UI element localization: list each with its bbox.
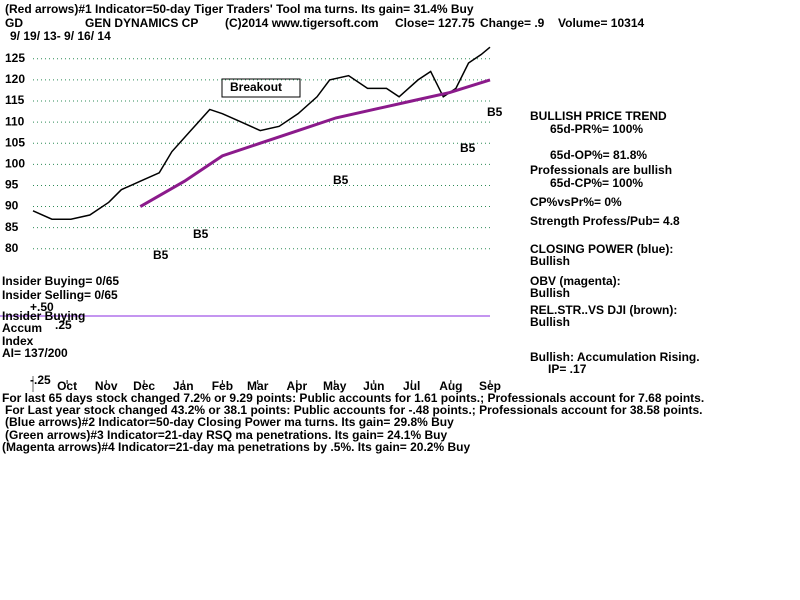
x-tick-label: Feb [212, 379, 233, 393]
x-tick-label: Oct [57, 379, 77, 393]
x-tick-label: Jun [363, 379, 384, 393]
annotation: BULLISH PRICE TREND [530, 109, 667, 123]
annotation: REL.STR..VS DJI (brown): [530, 303, 677, 317]
annotation: OBV (magenta): [530, 274, 621, 288]
annotation: Index [2, 334, 34, 348]
y-tick-label: 105 [5, 135, 25, 149]
x-tick-label: Sep [479, 379, 501, 393]
price-line [139, 78, 491, 208]
annotation: CP%vsPr%= 0% [530, 195, 622, 209]
annotation: (Green arrows)#3 Indicator=21-day RSQ ma… [5, 428, 447, 442]
annotation: Bullish: Accumulation Rising. [530, 350, 700, 364]
y-tick-label: 120 [5, 72, 25, 86]
annotation: B5 [333, 173, 349, 187]
annotation: .25 [55, 318, 72, 332]
y-tick-label: 100 [5, 157, 25, 171]
y-tick-label: 110 [5, 114, 25, 128]
annotation: Insider Selling= 0/65 [2, 288, 118, 302]
y-tick-label: 90 [5, 199, 19, 213]
annotation: Volume= 10314 [558, 16, 644, 30]
annotation: Breakout [230, 80, 282, 94]
annotation: IP= .17 [548, 362, 587, 376]
annotation: Close= 127.75 [395, 16, 475, 30]
annotation: Insider Buying= 0/65 [2, 274, 119, 288]
y-tick-label: 125 [5, 51, 25, 65]
y-tick-label: 80 [5, 241, 19, 255]
annotation: (C)2014 www.tigersoft.com [225, 16, 379, 30]
annotation: AI= 137/200 [2, 346, 68, 360]
annotation: Bullish [530, 315, 570, 329]
annotation: B5 [487, 105, 503, 119]
x-tick-label: Jan [173, 379, 194, 393]
annotation: CLOSING POWER (blue): [530, 242, 673, 256]
x-tick-label: May [323, 379, 347, 393]
price-line [32, 46, 491, 220]
annotation: For Last year stock changed 43.2% or 38.… [5, 403, 703, 417]
annotation: (Magenta arrows)#4 Indicator=21-day ma p… [2, 440, 470, 454]
annotation: 65d-OP%= 81.8% [550, 148, 647, 162]
annotation: -.25 [30, 373, 51, 387]
annotation: B5 [153, 248, 169, 262]
x-tick-label: Dec [133, 379, 155, 393]
y-tick-label: 95 [5, 178, 19, 192]
annotation: (Red arrows)#1 Indicator=50-day Tiger Tr… [5, 2, 474, 16]
annotation: For last 65 days stock changed 7.2% or 9… [2, 391, 704, 405]
y-tick-label: 85 [5, 220, 19, 234]
annotation: B5 [193, 227, 209, 241]
x-tick-label: Mar [247, 379, 269, 393]
annotation: +.50 [30, 300, 54, 314]
x-tick-label: Nov [95, 379, 118, 393]
x-tick-label: Jul [403, 379, 420, 393]
annotation: GD [5, 16, 23, 30]
annotation: 9/ 19/ 13- 9/ 16/ 14 [10, 29, 111, 43]
annotation: Bullish [530, 254, 570, 268]
chart-title: GEN DYNAMICS CP [85, 16, 198, 30]
annotation: Strength Profess/Pub= 4.8 [530, 214, 680, 228]
annotation: 65d-PR%= 100% [550, 122, 643, 136]
annotation: 65d-CP%= 100% [550, 176, 643, 190]
annotation: (Blue arrows)#2 Indicator=50-day Closing… [5, 415, 454, 429]
x-tick-label: Apr [287, 379, 308, 393]
annotation: Bullish [530, 286, 570, 300]
breakout-box [221, 78, 301, 98]
annotation: Accum [2, 321, 42, 335]
x-tick-label: Aug [439, 379, 462, 393]
annotation: Insider Buying [2, 309, 85, 323]
annotation: Change= .9 [480, 16, 545, 30]
annotation: B5 [460, 141, 476, 155]
y-tick-label: 115 [5, 93, 25, 107]
annotation: Professionals are bullish [530, 163, 672, 177]
